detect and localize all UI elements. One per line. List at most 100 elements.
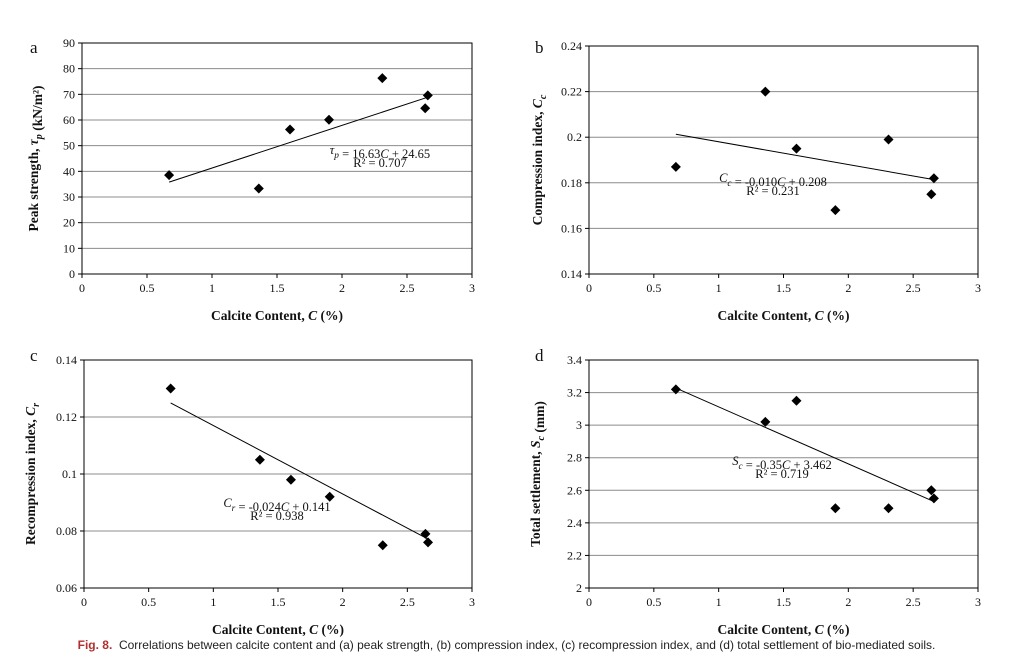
y-tick-label: 0.18 xyxy=(561,176,582,190)
y-tick-label: 30 xyxy=(63,190,75,204)
y-tick-label: 50 xyxy=(63,139,75,153)
y-tick-label: 90 xyxy=(63,36,75,50)
y-tick-label: 3.2 xyxy=(567,386,582,400)
data-point xyxy=(422,90,433,101)
x-tick-label: 2.5 xyxy=(400,595,415,609)
x-tick-label: 3 xyxy=(975,281,981,295)
panel-letter: d xyxy=(535,346,544,365)
y-axis-label: Recompression index, Cr xyxy=(23,402,42,545)
r-squared-label: R² = 0.707 xyxy=(353,156,407,170)
panel-letter: b xyxy=(535,38,544,57)
trendline xyxy=(675,387,935,502)
data-point xyxy=(420,103,431,114)
data-point xyxy=(165,383,176,394)
chart-panel-b: 0.14 0.16 0.18 0.2 0.22 0.24 0 0.5 1 1.5 2 2.5 3 Cc =… xyxy=(530,38,981,323)
trendline xyxy=(675,133,934,181)
x-tick-label: 1.5 xyxy=(776,281,791,295)
r-squared-label: R² = 0.938 xyxy=(250,509,304,523)
data-point xyxy=(254,454,265,465)
y-axis-label: Peak strength, τp (kN/m²) xyxy=(26,85,45,231)
panel-letter: a xyxy=(30,38,38,57)
x-tick-label: 2 xyxy=(339,281,345,295)
x-tick-label: 0 xyxy=(81,595,87,609)
data-point xyxy=(928,493,939,504)
r-squared-label: R² = 0.231 xyxy=(746,184,800,198)
y-tick-label: 2.2 xyxy=(567,548,582,562)
data-point xyxy=(253,183,264,194)
y-tick-label: 40 xyxy=(63,164,75,178)
trendline xyxy=(168,96,428,183)
data-point xyxy=(760,86,771,97)
x-tick-label: 2.5 xyxy=(400,281,415,295)
y-tick-label: 0.1 xyxy=(62,467,77,481)
x-axis-label: Calcite Content, C (%) xyxy=(718,308,850,323)
y-tick-label: 0.08 xyxy=(56,524,77,538)
x-tick-label: 3 xyxy=(469,595,475,609)
x-tick-label: 0.5 xyxy=(646,595,661,609)
y-tick-label: 0.16 xyxy=(561,221,582,235)
y-tick-label: 0.06 xyxy=(56,581,77,595)
y-tick-label: 0 xyxy=(69,267,75,281)
y-tick-label: 0.14 xyxy=(56,353,77,367)
data-point xyxy=(420,528,431,539)
y-tick-label: 10 xyxy=(63,241,75,255)
chart-panel-a: 0 10 20 30 40 50 60 70 80 90 0 0.5 1 1.5 2 2.5 3 τp = 16.… xyxy=(26,36,475,323)
data-point xyxy=(791,395,802,406)
panel-letter: c xyxy=(30,346,38,365)
caption-label: Fig. 8. xyxy=(77,638,113,652)
x-tick-label: 2 xyxy=(845,595,851,609)
trendline-equation: Cr = -0.024C + 0.141 xyxy=(223,496,330,514)
x-tick-label: 1.5 xyxy=(270,281,285,295)
data-point xyxy=(928,173,939,184)
x-tick-label: 1.5 xyxy=(776,595,791,609)
y-axis-label: Compression index, Cc xyxy=(530,94,549,225)
x-tick-label: 1 xyxy=(716,595,722,609)
data-point xyxy=(791,143,802,154)
x-tick-label: 2 xyxy=(340,595,346,609)
y-tick-label: 3.4 xyxy=(567,353,582,367)
x-tick-label: 1 xyxy=(716,281,722,295)
data-point xyxy=(830,503,841,514)
y-tick-label: 0.22 xyxy=(561,85,582,99)
data-point xyxy=(377,73,388,84)
plot-area xyxy=(83,359,473,589)
data-point xyxy=(926,485,937,496)
y-tick-label: 2.6 xyxy=(567,483,582,497)
y-tick-label: 0.12 xyxy=(56,410,77,424)
x-tick-label: 0.5 xyxy=(646,281,661,295)
x-axis-label: Calcite Content, C (%) xyxy=(211,308,343,323)
x-tick-label: 1.5 xyxy=(271,595,286,609)
x-tick-label: 2 xyxy=(845,281,851,295)
data-point xyxy=(670,384,681,395)
x-tick-label: 3 xyxy=(975,595,981,609)
x-tick-label: 0.5 xyxy=(141,595,156,609)
x-tick-label: 1 xyxy=(209,281,215,295)
plot-area xyxy=(81,42,473,275)
x-tick-label: 2.5 xyxy=(906,281,921,295)
data-point xyxy=(324,491,335,502)
y-tick-label: 0.2 xyxy=(567,130,582,144)
data-point xyxy=(670,161,681,172)
x-tick-label: 0 xyxy=(79,281,85,295)
data-point xyxy=(285,474,296,485)
trendline xyxy=(170,402,429,540)
x-tick-label: 0.5 xyxy=(140,281,155,295)
data-point xyxy=(324,114,334,125)
y-tick-label: 0.14 xyxy=(561,267,582,281)
y-tick-label: 60 xyxy=(63,113,75,127)
y-tick-label: 2 xyxy=(576,581,582,595)
y-tick-label: 70 xyxy=(63,87,75,101)
x-axis-label: Calcite Content, C (%) xyxy=(212,622,344,637)
data-point xyxy=(926,189,937,200)
r-squared-label: R² = 0.719 xyxy=(755,467,809,481)
x-tick-label: 2.5 xyxy=(906,595,921,609)
chart-panel-d: 2 2.2 2.4 2.6 2.8 3 3.2 3.4 0 0.5 1 1.5 2 2.5 3 Sc = -0… xyxy=(528,346,981,637)
x-axis-label: Calcite Content, C (%) xyxy=(718,622,850,637)
trendline-equation: Sc = -0.35C + 3.462 xyxy=(732,454,832,472)
chart-panel-c: 0.06 0.08 0.1 0.12 0.14 0 0.5 1 1.5 2 2.5 3 Cr = -0.… xyxy=(23,346,475,637)
trendline-equation: Cc = -0.010C + 0.208 xyxy=(719,171,827,189)
y-tick-label: 3 xyxy=(576,418,582,432)
data-point xyxy=(423,537,434,548)
y-tick-label: 2.8 xyxy=(567,451,582,465)
